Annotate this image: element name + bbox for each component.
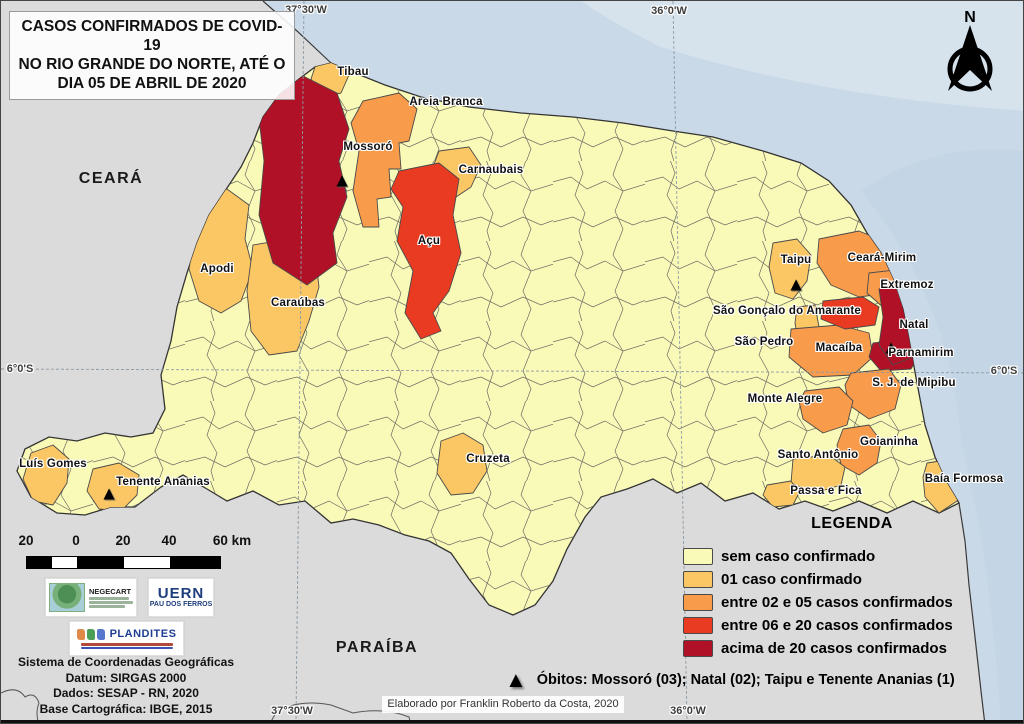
legend-label-two_five: entre 02 e 05 casos confirmados	[721, 593, 953, 611]
credits-block: Sistema de Coordenadas Geográficas Datum:…	[5, 655, 247, 717]
logo-negecart-subtext-bar	[89, 604, 125, 608]
legend-swatch-above_twenty	[683, 639, 713, 657]
municipality-acu	[390, 162, 462, 340]
credits-line: Sistema de Coordenadas Geográficas	[17, 655, 235, 669]
border-squiggle-south	[269, 702, 412, 723]
scale-tick-label: 40	[161, 533, 177, 548]
scale-tick-label: 20	[18, 533, 34, 548]
attribution-box: Elaborado por Franklin Roberto da Costa,…	[382, 696, 624, 713]
title-box: CASOS CONFIRMADOS DE COVID-19 NO RIO GRA…	[9, 11, 295, 100]
scale-segment	[27, 557, 52, 568]
legend-item-no_case: sem caso confirmado	[683, 547, 876, 565]
logo-uern-subtext: PAU DOS FERROS	[149, 601, 213, 608]
negecart-tree-icon	[49, 583, 85, 612]
scale-tick-label: 0	[72, 533, 80, 548]
logo-plandites: PLANDITES	[69, 621, 184, 656]
municipality-sao-goncalo	[820, 296, 880, 330]
logo-plandites-subtext-bar	[80, 646, 173, 649]
legend-swatch-six_twenty	[683, 616, 713, 634]
legend-title: LEGENDA	[811, 515, 893, 532]
deaths-note-text: Óbitos: Mossoró (03); Natal (02); Taipu …	[536, 672, 955, 688]
legend-item-six_twenty: entre 06 e 20 casos confirmados	[683, 616, 953, 634]
logo-negecart-subtext-bar	[89, 596, 129, 600]
title-line-1: CASOS CONFIRMADOS DE COVID-19	[21, 18, 283, 54]
logo-negecart-subtext-bar	[89, 600, 133, 604]
municipality-monte-alegre	[798, 386, 854, 434]
north-arrow-label: N	[964, 9, 976, 26]
title-line-2: NO RIO GRANDE DO NORTE, ATÉ O	[18, 56, 286, 73]
municipality-areia-branca	[350, 92, 418, 228]
logo-uern-text: UERN	[157, 585, 205, 602]
logo-negecart-text: NEGECART	[89, 586, 132, 596]
credits-line: Datum: SIRGAS 2000	[65, 670, 187, 685]
municipality-mossoro	[258, 74, 350, 286]
ocean-deep-band	[861, 149, 1023, 723]
municipality-luis-gomes	[22, 444, 70, 506]
map-frame-bottom-edge	[1, 720, 1023, 723]
plandites-shape-icon	[96, 628, 105, 640]
legend-swatch-two_five	[683, 593, 713, 611]
ocean	[263, 1, 1023, 723]
legend-swatch-no_case	[683, 547, 713, 565]
scale-tick-label: 60 km	[212, 533, 252, 548]
coastline-paraiba	[958, 502, 986, 723]
municipality-tenente-ananias	[86, 462, 140, 512]
scale-segment	[124, 557, 170, 568]
municipality-cruzeta	[436, 432, 488, 496]
legend-item-one_case: 01 caso confirmado	[683, 570, 862, 588]
north-arrow-icon	[947, 25, 993, 92]
plandites-shape-icon	[76, 628, 85, 640]
scale-segment	[170, 557, 220, 568]
logo-negecart: NEGECART	[45, 578, 137, 617]
municipality-goianinha	[836, 424, 882, 476]
gridline-6-0-s	[1, 368, 1023, 374]
municipality-mipibu	[844, 368, 902, 420]
credits-line: Base Cartográfica: IBGE, 2015	[39, 701, 213, 716]
legend-label-six_twenty: entre 06 e 20 casos confirmados	[721, 616, 953, 634]
deaths-note: ▲ Óbitos: Mossoró (03); Natal (02); Taip…	[505, 669, 955, 691]
legend-label-above_twenty: acima de 20 casos confirmados	[721, 639, 947, 657]
north-arrow: N	[939, 9, 1001, 101]
legend-item-above_twenty: acima de 20 casos confirmados	[683, 639, 947, 657]
border-squiggle-southwest	[1, 689, 40, 723]
scale-segment	[52, 557, 77, 568]
title-line-3: DIA 05 DE ABRIL DE 2020	[57, 75, 247, 92]
legend-label-no_case: sem caso confirmado	[721, 547, 876, 565]
scale-bar-graphic	[26, 556, 221, 569]
logo-plandites-text: PLANDITES	[109, 628, 177, 640]
legend-swatch-one_case	[683, 570, 713, 588]
municipality-taipu	[768, 238, 812, 300]
scale-tick-label: 20	[115, 533, 131, 548]
logo-plandites-subtext-bar	[80, 643, 173, 646]
scale-segment	[77, 557, 124, 568]
credits-line: Dados: SESAP - RN, 2020	[53, 686, 199, 700]
death-triangle-icon: ▲	[505, 667, 527, 692]
legend-item-two_five: entre 02 e 05 casos confirmados	[683, 593, 953, 611]
logo-uern: UERN PAU DOS FERROS	[148, 578, 214, 617]
ocean-shallow-band	[581, 1, 1023, 111]
plandites-shape-icon	[86, 628, 95, 640]
legend-label-one_case: 01 caso confirmado	[721, 570, 862, 588]
